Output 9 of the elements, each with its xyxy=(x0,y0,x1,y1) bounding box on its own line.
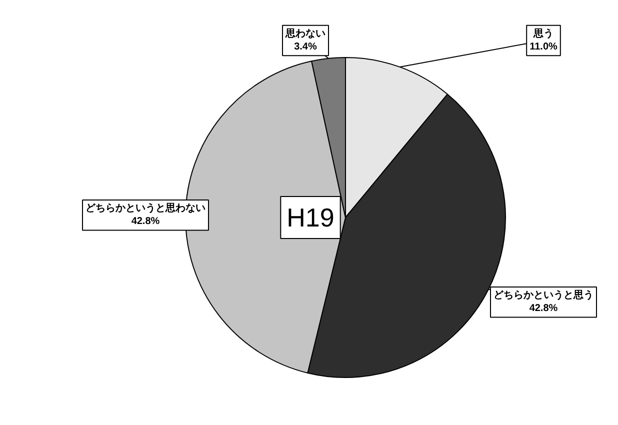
data-label: 3.4% xyxy=(294,42,318,53)
text: H19 xyxy=(286,202,334,232)
slice-label: 思う xyxy=(532,27,554,40)
data-label: 11.0% xyxy=(530,42,558,53)
data-label: 42.8% xyxy=(529,303,558,314)
slice-label: 思わない xyxy=(284,27,326,40)
slice-label: どちらかというと思わない xyxy=(86,202,206,214)
data-label: 42.8% xyxy=(131,216,160,228)
slice-label: どちらかというと思う xyxy=(494,289,594,302)
